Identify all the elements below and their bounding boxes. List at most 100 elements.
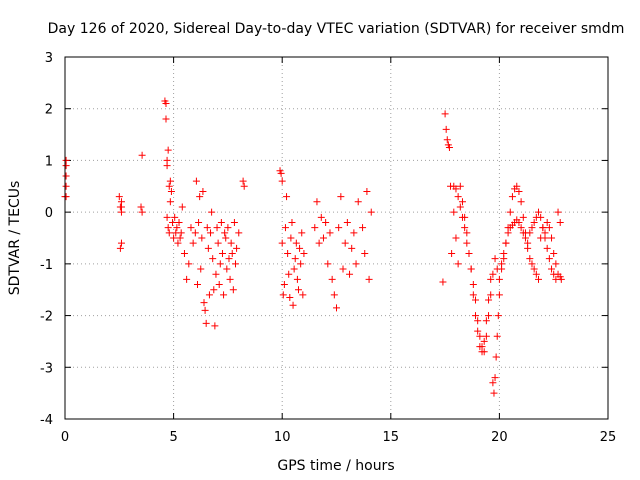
- data-point: [456, 182, 464, 190]
- data-point: [209, 255, 217, 263]
- data-point: [223, 265, 231, 273]
- data-point: [550, 270, 558, 278]
- data-point: [226, 275, 234, 283]
- data-point: [281, 224, 289, 232]
- data-point: [491, 374, 499, 382]
- data-point: [293, 275, 301, 283]
- data-point: [524, 239, 532, 247]
- data-point: [519, 213, 527, 221]
- data-point: [171, 213, 179, 221]
- data-point: [176, 234, 184, 242]
- data-point: [187, 224, 195, 232]
- data-point: [62, 182, 70, 190]
- data-point: [202, 319, 210, 327]
- data-point: [221, 229, 229, 237]
- data-point: [552, 260, 560, 268]
- data-point: [554, 208, 562, 216]
- data-point: [137, 203, 145, 211]
- data-point: [200, 299, 208, 307]
- data-point: [548, 234, 556, 242]
- data-point: [313, 198, 321, 206]
- data-point: [456, 203, 464, 211]
- data-point: [539, 224, 547, 232]
- data-point: [485, 296, 493, 304]
- data-point: [361, 250, 369, 258]
- data-point: [311, 224, 319, 232]
- data-point: [482, 317, 490, 325]
- data-point: [166, 177, 174, 185]
- data-point: [472, 296, 480, 304]
- x-tick-label: 25: [600, 430, 617, 445]
- data-point: [210, 286, 218, 294]
- data-point: [232, 260, 240, 268]
- data-point: [162, 100, 170, 108]
- data-point: [442, 125, 450, 133]
- data-point: [541, 234, 549, 242]
- data-point: [291, 255, 299, 263]
- data-point: [454, 193, 462, 201]
- data-point: [528, 260, 536, 268]
- data-point: [239, 177, 247, 185]
- data-point: [215, 281, 223, 289]
- data-point: [467, 265, 475, 273]
- data-point: [474, 327, 482, 335]
- data-point: [193, 281, 201, 289]
- data-point: [490, 389, 498, 397]
- x-tick-label: 20: [491, 430, 508, 445]
- data-point: [534, 275, 542, 283]
- data-point: [341, 239, 349, 247]
- data-point: [441, 110, 449, 118]
- y-tick-label: -1: [40, 258, 53, 273]
- data-point: [225, 255, 233, 263]
- data-point: [354, 198, 362, 206]
- data-point: [196, 193, 204, 201]
- data-point: [165, 229, 173, 237]
- data-point: [115, 193, 123, 201]
- y-tick-label: -3: [40, 361, 53, 376]
- data-point: [230, 218, 238, 226]
- data-point: [465, 250, 473, 258]
- data-point: [545, 255, 553, 263]
- data-point: [480, 337, 488, 345]
- data-point: [463, 229, 471, 237]
- x-tick-label: 15: [383, 430, 400, 445]
- data-point: [235, 229, 243, 237]
- data-point: [452, 234, 460, 242]
- data-point: [294, 286, 302, 294]
- data-point: [363, 187, 371, 195]
- data-point: [333, 304, 340, 312]
- data-point: [502, 239, 510, 247]
- data-point: [192, 177, 200, 185]
- grid-lines: [65, 57, 608, 419]
- data-point: [217, 218, 225, 226]
- data-point: [296, 244, 304, 252]
- data-point: [513, 182, 521, 190]
- data-point: [474, 317, 482, 325]
- data-point: [469, 281, 477, 289]
- data-point: [439, 278, 447, 286]
- data-point: [222, 234, 230, 242]
- data-point: [319, 234, 327, 242]
- data-point: [195, 218, 203, 226]
- data-point: [454, 260, 462, 268]
- data-point: [288, 218, 296, 226]
- data-point: [164, 224, 172, 232]
- data-point: [162, 115, 170, 123]
- data-point: [183, 275, 191, 283]
- data-point: [543, 244, 551, 252]
- data-point: [204, 244, 212, 252]
- data-point: [167, 187, 175, 195]
- data-point: [504, 229, 512, 237]
- data-point: [212, 270, 220, 278]
- data-point: [277, 169, 285, 177]
- data-point: [62, 162, 70, 170]
- data-point: [556, 218, 564, 226]
- data-point: [365, 275, 373, 283]
- data-point: [478, 343, 486, 351]
- data-point: [164, 146, 172, 154]
- data-point: [169, 218, 177, 226]
- data-point: [532, 270, 540, 278]
- data-point: [278, 177, 286, 185]
- data-point: [495, 275, 503, 283]
- data-point: [175, 218, 183, 226]
